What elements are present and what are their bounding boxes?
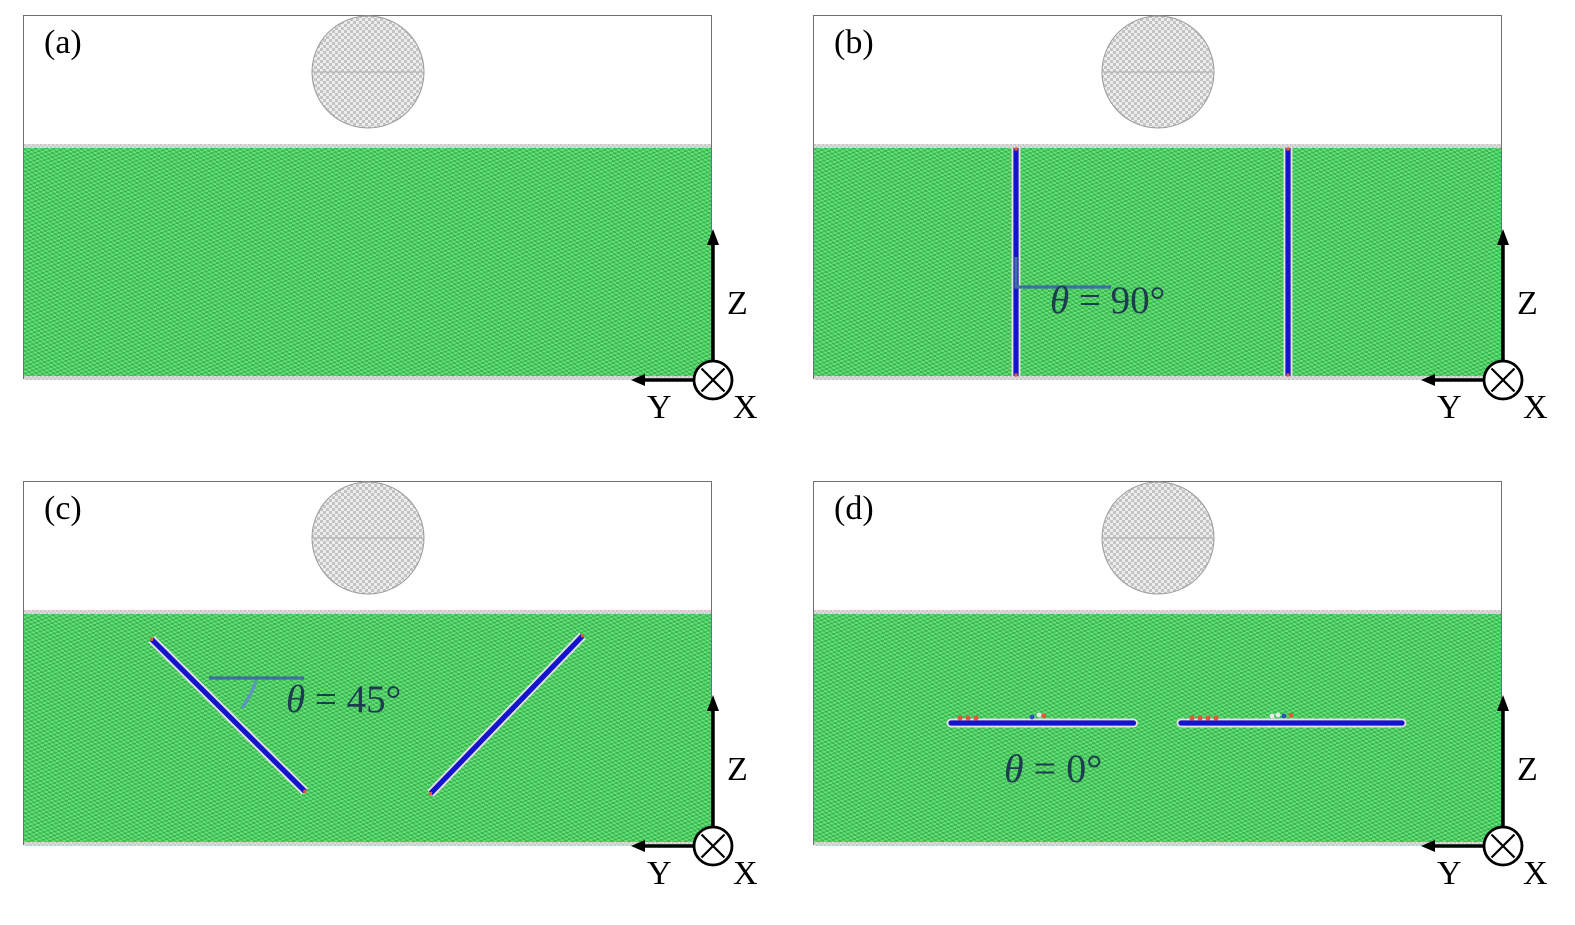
svg-text:Y: Y [1437, 855, 1462, 892]
svg-text:X: X [733, 389, 758, 426]
svg-text:Z: Z [1517, 285, 1538, 322]
svg-text:Z: Z [727, 751, 748, 788]
svg-text:X: X [1523, 855, 1548, 892]
svg-text:Y: Y [1437, 389, 1462, 426]
svg-text:θ = 45°: θ = 45° [286, 678, 401, 721]
svg-text:Z: Z [727, 285, 748, 322]
svg-text:X: X [1523, 389, 1548, 426]
svg-text:Y: Y [647, 389, 672, 426]
svg-text:Y: Y [647, 855, 672, 892]
svg-text:X: X [733, 855, 758, 892]
svg-text:θ = 0°: θ = 0° [1004, 746, 1102, 791]
svg-text:θ = 90°: θ = 90° [1050, 279, 1165, 322]
svg-text:Z: Z [1517, 751, 1538, 788]
